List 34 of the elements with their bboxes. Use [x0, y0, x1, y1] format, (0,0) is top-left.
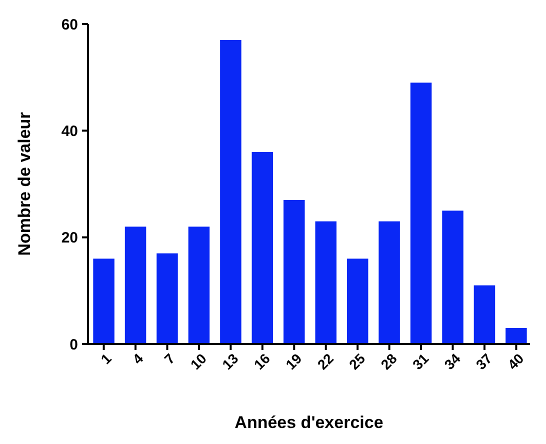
x-tick-label: 19 [282, 350, 305, 373]
x-tick-label: 34 [441, 350, 464, 373]
y-tick-label: 60 [61, 16, 78, 34]
x-tick-label: 25 [346, 350, 368, 373]
x-tick-label: 28 [378, 350, 400, 373]
x-axis-title: Années d'exercice [234, 413, 384, 432]
bar [474, 285, 496, 344]
x-tick-label: 7 [161, 350, 178, 368]
y-tick-label: 0 [70, 336, 78, 354]
x-tick-label: 31 [409, 350, 432, 373]
bar [442, 210, 464, 344]
bar [346, 258, 368, 344]
x-tick-label: 16 [250, 350, 274, 373]
x-tick-label: 40 [504, 350, 527, 373]
bar [506, 328, 527, 344]
y-tick-label: 20 [61, 230, 78, 247]
y-axis-title: Nombre de valeur [15, 112, 34, 256]
bar [188, 226, 210, 344]
x-tick-label: 1 [98, 350, 115, 368]
bar [220, 40, 242, 344]
bar [124, 226, 146, 344]
bar [315, 221, 336, 344]
x-tick-label: 4 [129, 350, 146, 368]
x-tick-label: 13 [218, 350, 242, 373]
bar [410, 82, 432, 344]
y-tick-label: 40 [61, 122, 78, 140]
bar [252, 152, 274, 344]
x-tick-label: 10 [187, 350, 210, 373]
x-tick-label: 37 [472, 350, 496, 373]
bar [378, 221, 400, 344]
bar [284, 200, 305, 344]
x-tick-label: 22 [314, 350, 337, 373]
bar [93, 258, 114, 344]
bar [156, 253, 178, 344]
